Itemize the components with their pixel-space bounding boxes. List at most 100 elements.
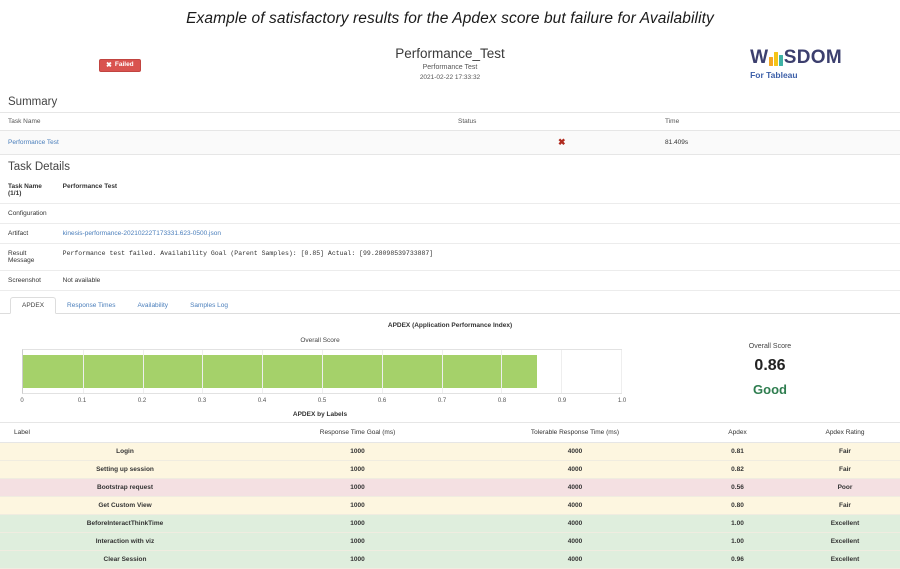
apdex-cell-tolerable: 4000: [465, 496, 685, 515]
task-details-section: Task Details Task Name (1/1) Performance…: [0, 161, 900, 291]
overall-score-label: Overall Score: [748, 343, 792, 350]
apdex-col-goal: Response Time Goal (ms): [250, 422, 465, 443]
apdex-cell-label: Clear Session: [0, 550, 250, 569]
apdex-cell-label: Bootstrap request: [0, 478, 250, 497]
figure-caption: Example of satisfactory results for the …: [186, 10, 714, 27]
task-details-table: Task Name (1/1) Performance Test Configu…: [0, 177, 900, 291]
overall-score-bar: [23, 355, 538, 388]
apdex-cell-goal: 1000: [250, 496, 465, 515]
apdex-col-apdex: Apdex: [685, 422, 790, 443]
chart-gridline: [501, 350, 503, 393]
apdex-cell-goal: 1000: [250, 550, 465, 569]
overall-score-rating: Good: [753, 382, 787, 397]
configuration-label: Configuration: [0, 203, 55, 224]
summary-time-cell: 81.409s: [657, 130, 900, 155]
result-message-label: Result Message: [0, 243, 55, 271]
chart-x-axis: 0 0.1 0.2 0.3 0.4 0.5 0.6 0.7 0.8 0.9 1.0: [20, 396, 626, 410]
apdex-cell-label: Setting up session: [0, 460, 250, 479]
table-row: Login 1000 4000 0.81 Fair: [0, 442, 900, 461]
summary-col-task-name: Task Name: [0, 112, 450, 131]
artifact-label: Artifact: [0, 223, 55, 244]
chart-x-tick: 0.8: [497, 398, 507, 404]
apdex-cell-apdex: 1.00: [685, 514, 790, 533]
apdex-cell-goal: 1000: [250, 460, 465, 479]
apdex-cell-apdex: 0.56: [685, 478, 790, 497]
summary-col-time: Time: [657, 112, 900, 131]
task-name-label-cell: Task Name (1/1): [0, 177, 55, 204]
table-row: Interaction with viz 1000 4000 1.00 Excellen…: [0, 532, 900, 551]
apdex-cell-rating: Fair: [790, 442, 900, 461]
failed-x-icon: ✖: [106, 62, 112, 69]
chart-x-tick: 0.9: [557, 398, 567, 404]
chart-subtitle: Overall Score: [300, 337, 340, 344]
apdex-cell-apdex: 0.80: [685, 496, 790, 515]
chart-x-tick: 0.5: [317, 398, 327, 404]
artifact-link[interactable]: kinesis-performance-20210222T173331.623-…: [62, 230, 221, 237]
overall-score-value: 0.86: [754, 357, 786, 374]
chart-x-tick: 1.0: [617, 398, 627, 404]
chart-gridline: [561, 350, 563, 393]
apdex-cell-tolerable: 4000: [465, 478, 685, 497]
tab-apdex[interactable]: APDEX: [10, 296, 57, 314]
summary-table: Task Name Status Time Performance Test ✖…: [0, 112, 900, 155]
summary-section: Summary Task Name Status Time Performanc…: [0, 96, 900, 155]
logo-tagline: For Tableau: [750, 70, 798, 80]
tab-bar: APDEX Response Times Availability Sample…: [0, 293, 900, 314]
table-row: Setting up session 1000 4000 0.82 Fair: [0, 460, 900, 479]
chart-x-tick: 0.1: [77, 398, 87, 404]
apdex-cell-label: Get Custom View: [0, 496, 250, 515]
table-row: Performance Test ✖ 81.409s: [0, 130, 900, 155]
chart-plot-wrapper: 0 0.1 0.2 0.3 0.4 0.5 0.6 0.7 0.8 0.9 1.0: [20, 349, 626, 410]
table-row: Screenshot Not available: [0, 270, 900, 291]
chart-x-tick: 0.3: [197, 398, 207, 404]
table-row: Configuration: [0, 203, 900, 224]
table-row: Clear Session 1000 4000 0.96 Excellent: [0, 550, 900, 569]
chart-gridline: [202, 350, 204, 393]
overall-score-panel: Overall Score 0.86 Good: [640, 329, 900, 418]
red-x-icon: ✖: [558, 137, 566, 147]
table-row: Get Custom View 1000 4000 0.80 Fair: [0, 496, 900, 515]
apdex-cell-apdex: 1.00: [685, 532, 790, 551]
summary-section-title: Summary: [8, 96, 58, 108]
apdex-col-rating: Apdex Rating: [790, 422, 900, 443]
chart-gridline: [142, 350, 144, 393]
summary-col-status: Status: [450, 112, 657, 131]
logo-word-left: W: [750, 47, 769, 68]
summary-status-cell: ✖: [450, 130, 657, 155]
chart-gridline: [322, 350, 323, 393]
tab-samples-log[interactable]: Samples Log: [190, 301, 229, 309]
apdex-cell-tolerable: 4000: [465, 514, 685, 533]
page-subtitle: Performance Test: [422, 64, 478, 71]
status-badge-label: Failed: [114, 61, 134, 69]
chart-gridline: [621, 350, 622, 393]
tab-response-times[interactable]: Response Times: [67, 301, 116, 309]
apdex-cell-label: BeforeInteractThinkTime: [0, 514, 250, 533]
status-badge-wrapper: ✖ Failed: [99, 54, 141, 72]
apdex-col-label: Label: [0, 422, 250, 443]
tab-availability[interactable]: Availability: [137, 301, 169, 309]
chart-gridline: [441, 350, 443, 393]
report-timestamp: 2021-02-22 17:33:32: [419, 74, 481, 81]
task-name-label: Task Name: [8, 183, 42, 190]
apdex-cell-apdex: 0.82: [685, 460, 790, 479]
apdex-cell-goal: 1000: [250, 478, 465, 497]
chart-plot: [22, 349, 622, 394]
screenshot-value: Not available: [54, 270, 900, 291]
task-details-section-title: Task Details: [8, 161, 70, 173]
screenshot-label: Screenshot: [0, 270, 55, 291]
apdex-cell-label: Login: [0, 442, 250, 461]
apdex-cell-apdex: 0.96: [685, 550, 790, 569]
apdex-cell-goal: 1000: [250, 442, 465, 461]
chart-x-axis-label: APDEX by Labels: [292, 411, 348, 418]
chart-gridline: [82, 350, 84, 393]
chart-title: APDEX (Application Performance Index): [387, 322, 513, 329]
summary-task-link[interactable]: Performance Test: [8, 139, 59, 146]
apdex-cell-label: Interaction with viz: [0, 532, 250, 551]
task-details-name-row: Task Name (1/1) Performance Test: [0, 177, 900, 204]
status-badge: ✖ Failed: [99, 59, 141, 72]
apdex-cell-tolerable: 4000: [465, 550, 685, 569]
apdex-by-labels-table: Label Response Time Goal (ms) Tolerable …: [0, 422, 900, 569]
apdex-cell-goal: 1000: [250, 514, 465, 533]
apdex-cell-tolerable: 4000: [465, 532, 685, 551]
apdex-cell-goal: 1000: [250, 532, 465, 551]
